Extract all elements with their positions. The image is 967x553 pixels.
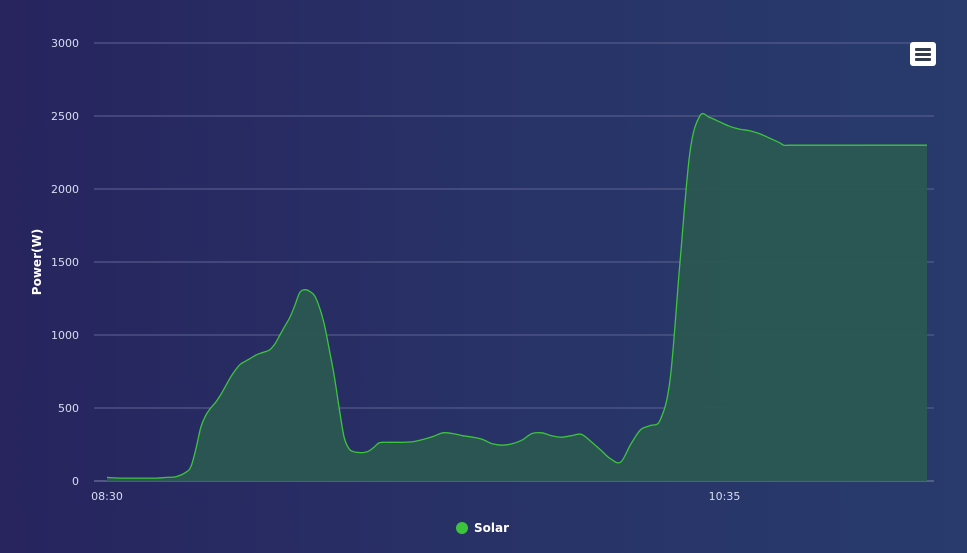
plot-area	[106, 112, 927, 482]
menu-bar-middle	[915, 53, 931, 56]
y-tick-label: 0	[72, 475, 79, 488]
legend-label: Solar	[474, 521, 509, 535]
hamburger-menu-icon[interactable]	[910, 42, 936, 66]
menu-bar-bottom	[915, 58, 931, 61]
y-axis-title: Power(W)	[30, 229, 44, 295]
y-tick-label: 3000	[51, 37, 79, 50]
x-tick-label: 08:30	[91, 490, 123, 503]
y-tick-label: 1500	[51, 256, 79, 269]
y-tick-label: 500	[58, 402, 79, 415]
y-tick-label: 2500	[51, 110, 79, 123]
menu-bar-top	[915, 48, 931, 51]
legend-item-solar[interactable]: Solar	[456, 521, 509, 535]
y-tick-label: 2000	[51, 183, 79, 196]
y-axis: 0 500 1000 1500 2000 2500 3000	[51, 37, 79, 488]
y-tick-label: 1000	[51, 329, 79, 342]
solar-series-line[interactable]	[106, 112, 927, 479]
x-axis: 08:30 10:35	[91, 490, 740, 503]
x-tick-label: 10:35	[709, 490, 741, 503]
solar-area-fill	[107, 113, 927, 482]
legend-marker	[456, 522, 468, 534]
